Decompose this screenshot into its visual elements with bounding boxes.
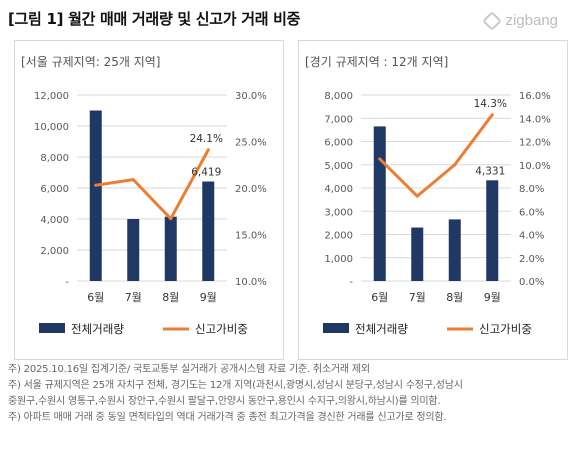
data-label: 14.3% [474,98,507,110]
right-axis-tick-label: 10.0% [235,277,267,288]
figure-title: [그림 1] 월간 매매 거래량 및 신고가 거래 비중 [8,10,301,28]
right-axis-tick-label: 2.0% [519,254,544,265]
line-point [94,183,98,187]
left-axis-tick-label: 3,000 [324,207,353,218]
legend-label: 신고가비중 [479,322,532,336]
right-axis-tick-label: 10.0% [519,161,551,172]
line-series [378,113,494,198]
logo-text: zigbang [505,12,558,29]
legend-bar-swatch [323,323,349,333]
left-axis-tick-label: - [65,277,69,288]
left-axis-tick-label: 2,000 [40,246,69,257]
footnote: 주) 아파트 매매 거래 중 동일 면적타입의 역대 거래가격 중 종전 최고가… [8,412,447,423]
footnote: 주) 서울 규제지역은 25개 자치구 전체, 경기도는 12개 지역(과천시,… [8,380,463,391]
left-axis-tick-label: 4,000 [40,215,69,226]
left-axis-tick-label: 6,000 [40,184,69,195]
category-label: 9월 [200,291,217,304]
footnotes: 주) 2025.10.16일 집계기준/ 국토교통부 실거래가 공개시스템 자료… [8,362,463,426]
bar [373,126,386,281]
category-label: 9월 [484,291,501,304]
left-axis-tick-label: 4,000 [324,184,353,195]
line-point [490,113,494,117]
right-axis-tick-label: 4.0% [519,231,544,242]
left-axis-tick-label: - [349,277,353,288]
legend-label: 신고가비중 [195,322,248,336]
data-label: 4,331 [475,165,505,177]
footnote: 중원구,수원시 영통구,수원시 장안구,수원시 팔달구,안양시 동안구,용인시 … [8,396,441,407]
line-point [415,194,419,198]
bar [164,216,177,281]
left-axis-tick-label: 5,000 [324,161,353,172]
right-axis-tick-label: 6.0% [519,207,544,218]
left-axis-tick-label: 8,000 [40,153,69,164]
line-point [378,157,382,161]
right-axis-tick-label: 16.0% [519,91,551,102]
chart-panel-seoul: [서울 규제지역: 25개 지역] 12,000 10,000 8,000 6,000… [14,40,284,360]
right-axis-tick-label: 14.0% [519,114,551,125]
data-label: 24.1% [190,133,223,145]
left-axis-tick-label: 7,000 [324,114,353,125]
right-axis-tick-label: 0.0% [519,277,544,288]
category-label: 6월 [371,291,388,304]
left-axis-tick-label: 8,000 [324,91,353,102]
line-series [94,148,210,221]
right-axis-tick-label: 25.0% [235,138,267,149]
bar [411,227,424,281]
bar [89,110,102,281]
footnote: 주) 2025.10.16일 집계기준/ 국토교통부 실거래가 공개시스템 자료… [8,364,370,375]
right-axis-tick-label: 15.0% [235,231,267,242]
right-axis-tick-label: 12.0% [519,138,551,149]
legend-label: 전체거래량 [71,322,124,336]
bar [448,219,461,281]
legend-label: 전체거래량 [355,322,408,336]
bar [486,180,499,281]
line-point [169,217,173,221]
right-axis-tick-label: 8.0% [519,184,544,195]
line-point [206,148,210,152]
left-axis-tick-label: 2,000 [324,231,353,242]
category-label: 8월 [446,291,463,304]
chart-title: [경기 규제지역 : 12개 지역] [305,55,449,69]
data-label: 6,419 [191,167,221,179]
line-point [453,163,457,167]
left-axis-tick-label: 10,000 [34,122,69,133]
category-label: 7월 [409,291,426,304]
chart-title: [서울 규제지역: 25개 지역] [21,55,161,69]
category-label: 6월 [87,291,104,304]
right-axis-tick-label: 20.0% [235,184,267,195]
zigbang-logo-icon [482,11,503,31]
bar [202,181,215,281]
left-axis-tick-label: 12,000 [34,91,69,102]
category-label: 8월 [162,291,179,304]
chart-panel-gyeonggi: [경기 규제지역 : 12개 지역] 8,000 7,000 6,000 5,000 4… [298,40,568,360]
left-axis-tick-label: 6,000 [324,138,353,149]
legend-bar-swatch [39,323,65,333]
left-axis-tick-label: 1,000 [324,254,353,265]
zigbang-logo: zigbang [482,11,558,31]
category-label: 7월 [125,291,142,304]
bar [127,219,140,281]
chart-gyeonggi: 8,000 7,000 6,000 5,000 4,000 3,000 2,000 1,000… [323,91,551,336]
right-axis-tick-label: 30.0% [235,91,267,102]
line-point [131,178,135,182]
chart-seoul: 12,000 10,000 8,000 6,000 4,000 2,000 - 30.0% 25… [34,91,267,336]
